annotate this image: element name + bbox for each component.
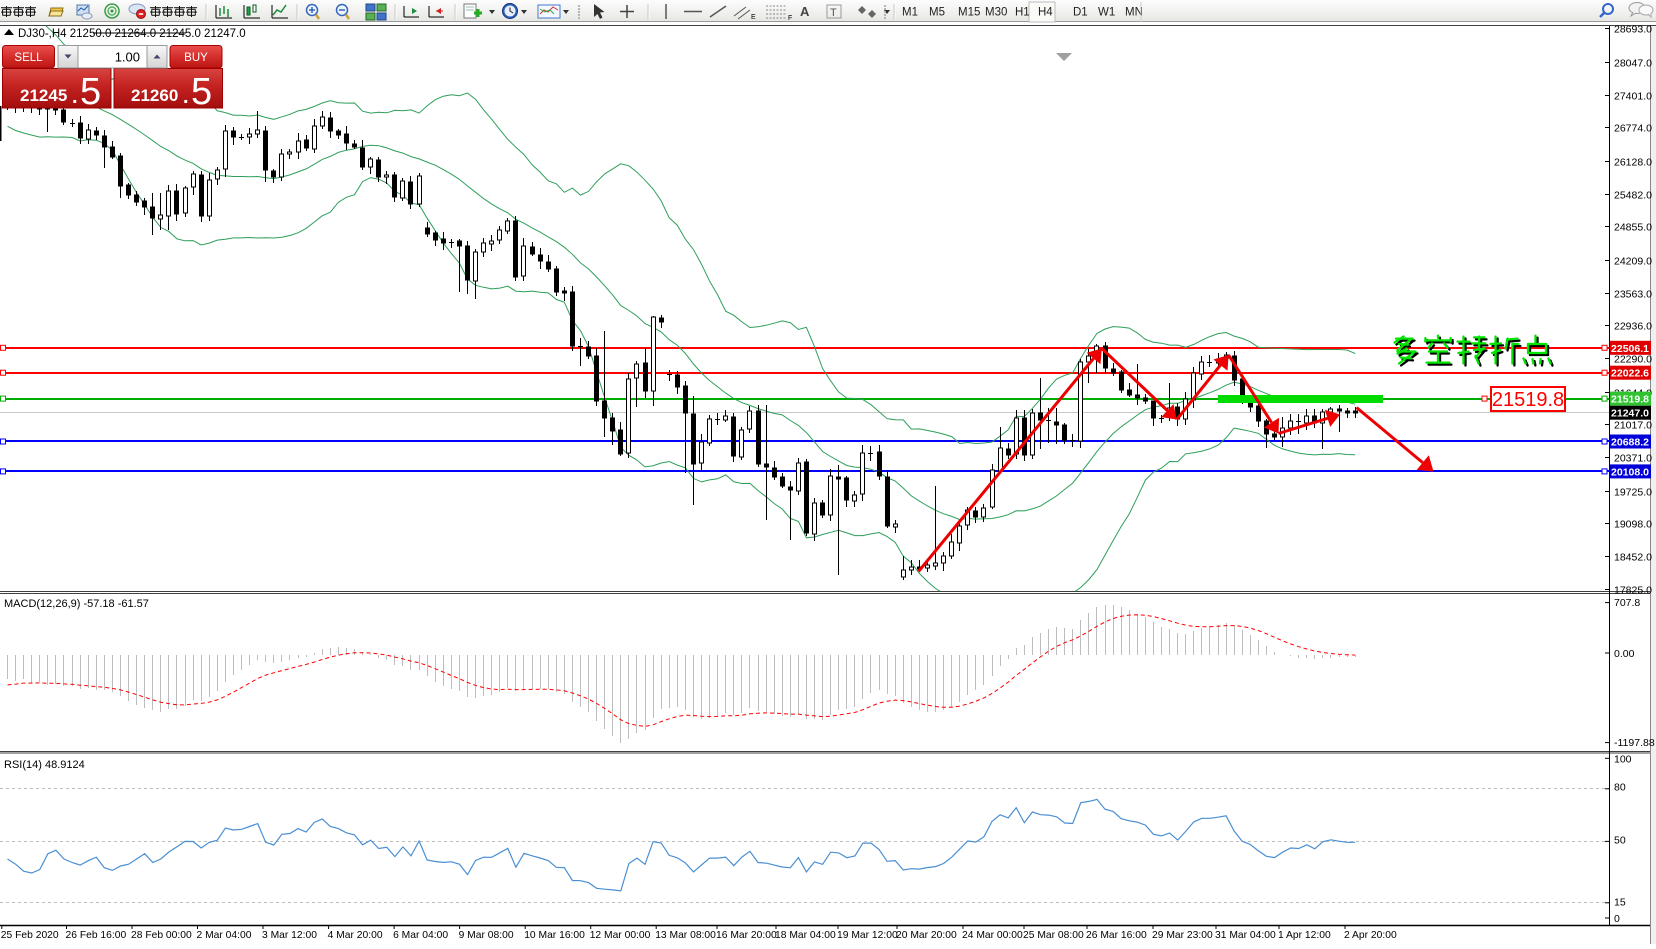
svg-text:H1: H1 — [1015, 7, 1030, 19]
svg-text:2 Apr 20:00: 2 Apr 20:00 — [1344, 930, 1397, 941]
svg-text:A: A — [800, 4, 810, 19]
svg-text:21519.8: 21519.8 — [1492, 389, 1564, 411]
svg-text:29 Mar 23:00: 29 Mar 23:00 — [1152, 930, 1213, 941]
svg-text:1.00: 1.00 — [115, 50, 140, 65]
svg-text:.: . — [183, 86, 189, 108]
svg-text:-1197.88: -1197.88 — [1614, 737, 1655, 749]
svg-text:16 Mar 20:00: 16 Mar 20:00 — [716, 930, 777, 941]
svg-text:E: E — [751, 14, 756, 21]
svg-text:H4: H4 — [1038, 7, 1053, 19]
svg-text:22290.0: 22290.0 — [1614, 354, 1652, 366]
svg-text:20371.0: 20371.0 — [1614, 453, 1652, 465]
svg-text:24855.0: 24855.0 — [1614, 222, 1652, 234]
svg-text:19 Mar 12:00: 19 Mar 12:00 — [837, 930, 898, 941]
svg-text:9 Mar 08:00: 9 Mar 08:00 — [459, 930, 514, 941]
svg-text:22022.6: 22022.6 — [1611, 368, 1649, 380]
svg-text:19098.0: 19098.0 — [1614, 519, 1652, 531]
svg-text:12 Mar 00:00: 12 Mar 00:00 — [590, 930, 651, 941]
svg-text:27401.0: 27401.0 — [1614, 91, 1652, 103]
svg-text:21247.0: 21247.0 — [1611, 408, 1649, 420]
svg-text:SELL: SELL — [14, 52, 43, 64]
svg-text:23563.0: 23563.0 — [1614, 289, 1652, 301]
svg-text:2 Mar 04:00: 2 Mar 04:00 — [197, 930, 252, 941]
svg-text:26128.0: 26128.0 — [1614, 157, 1652, 169]
svg-text:28 Feb 00:00: 28 Feb 00:00 — [131, 930, 192, 941]
svg-text:5: 5 — [191, 71, 212, 113]
svg-text:707.8: 707.8 — [1614, 597, 1640, 609]
svg-text:M1: M1 — [902, 7, 918, 19]
svg-text:0: 0 — [1614, 913, 1620, 925]
svg-text:0.00: 0.00 — [1614, 648, 1635, 660]
svg-text:18 Mar 04:00: 18 Mar 04:00 — [775, 930, 836, 941]
svg-text:4 Mar 20:00: 4 Mar 20:00 — [328, 930, 383, 941]
svg-text:20 Mar 20:00: 20 Mar 20:00 — [896, 930, 957, 941]
svg-text:28693.0: 28693.0 — [1614, 24, 1652, 36]
svg-text:26774.0: 26774.0 — [1614, 123, 1652, 135]
svg-text:20688.2: 20688.2 — [1611, 437, 1649, 449]
svg-text:100: 100 — [1614, 753, 1632, 765]
svg-text:25482.0: 25482.0 — [1614, 190, 1652, 202]
svg-text:26 Mar 16:00: 26 Mar 16:00 — [1086, 930, 1147, 941]
svg-text:RSI(14) 48.9124: RSI(14) 48.9124 — [4, 759, 85, 771]
svg-text:20108.0: 20108.0 — [1611, 466, 1649, 478]
svg-text:13 Mar 08:00: 13 Mar 08:00 — [655, 930, 716, 941]
svg-text:21519.8: 21519.8 — [1611, 394, 1649, 406]
svg-text:.: . — [72, 86, 78, 108]
svg-text:M5: M5 — [929, 7, 945, 19]
svg-text:5: 5 — [80, 71, 101, 113]
svg-text:21260: 21260 — [131, 86, 178, 105]
svg-text:18452.0: 18452.0 — [1614, 552, 1652, 564]
svg-text:28047.0: 28047.0 — [1614, 58, 1652, 70]
svg-text:22936.0: 22936.0 — [1614, 321, 1652, 333]
svg-text:24 Mar 00:00: 24 Mar 00:00 — [962, 930, 1023, 941]
svg-text:21245: 21245 — [20, 86, 67, 105]
svg-text:6 Mar 04:00: 6 Mar 04:00 — [393, 930, 448, 941]
svg-text:50: 50 — [1614, 835, 1626, 847]
svg-text:MACD(12,26,9) -57.18 -61.57: MACD(12,26,9) -57.18 -61.57 — [4, 598, 149, 610]
svg-text:22506.1: 22506.1 — [1611, 343, 1649, 355]
svg-text:MN: MN — [1125, 7, 1143, 19]
svg-text:19725.0: 19725.0 — [1614, 487, 1652, 499]
svg-text:80: 80 — [1614, 782, 1626, 794]
svg-text:31 Mar 04:00: 31 Mar 04:00 — [1215, 930, 1276, 941]
svg-text:15: 15 — [1614, 896, 1626, 908]
svg-text:21017.0: 21017.0 — [1614, 420, 1652, 432]
svg-text:BUY: BUY — [184, 52, 208, 64]
svg-text:24209.0: 24209.0 — [1614, 256, 1652, 268]
svg-text:10 Mar 16:00: 10 Mar 16:00 — [524, 930, 585, 941]
svg-text:M15: M15 — [958, 7, 980, 19]
svg-text:DJ30-,H4 21250.0 21264.0 2124: DJ30-,H4 21250.0 21264.0 21245.0 21247.0 — [18, 28, 246, 40]
svg-text:F: F — [788, 15, 792, 22]
svg-text:W1: W1 — [1098, 7, 1115, 19]
svg-text:3 Mar 12:00: 3 Mar 12:00 — [262, 930, 317, 941]
svg-text:17825.0: 17825.0 — [1614, 585, 1652, 597]
svg-text:T: T — [830, 7, 837, 19]
svg-text:M30: M30 — [985, 7, 1007, 19]
svg-text:1 Apr 12:00: 1 Apr 12:00 — [1278, 930, 1331, 941]
svg-text:25 Feb 2020: 25 Feb 2020 — [1, 930, 59, 941]
svg-text:D1: D1 — [1073, 7, 1088, 19]
svg-text:25 Mar 08:00: 25 Mar 08:00 — [1023, 930, 1084, 941]
svg-text:26 Feb 16:00: 26 Feb 16:00 — [66, 930, 127, 941]
